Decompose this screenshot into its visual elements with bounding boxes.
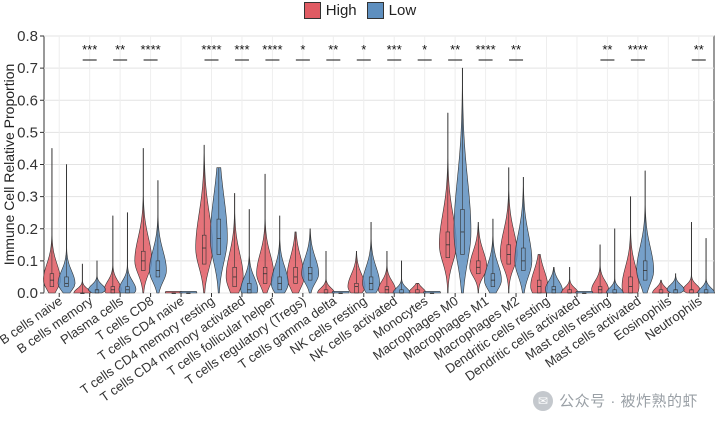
y-tick-label: 0.8 — [17, 28, 38, 45]
legend-item-low: Low — [366, 2, 417, 19]
legend-swatch-high — [303, 2, 321, 19]
y-tick-label: 0.0 — [17, 285, 38, 302]
violin-high — [621, 196, 640, 294]
violin-low — [240, 209, 259, 294]
significance-label: ** — [602, 42, 612, 57]
significance-label: **** — [201, 42, 221, 57]
box — [262, 266, 268, 284]
violin-high — [73, 263, 92, 294]
significance-label: **** — [140, 42, 160, 57]
violin-low — [544, 267, 563, 294]
violin-body — [423, 291, 441, 294]
wechat-icon: ✉ — [533, 390, 554, 411]
violin-body — [209, 167, 228, 294]
violin-low — [301, 228, 320, 294]
significance-label: * — [300, 42, 305, 57]
box — [628, 276, 633, 294]
box — [354, 283, 359, 294]
violin-high — [317, 250, 335, 294]
y-tick-label: 0.1 — [17, 253, 38, 270]
violin-low — [57, 164, 76, 294]
violin-high — [378, 250, 396, 294]
y-tick-label: 0.3 — [17, 189, 38, 206]
violin-low — [423, 291, 441, 294]
violin-low — [575, 291, 594, 294]
significance-label: ** — [115, 42, 125, 57]
significance-label: * — [361, 42, 366, 57]
violin-high — [104, 215, 122, 294]
box — [64, 276, 69, 287]
significance-label: * — [422, 42, 427, 57]
y-tick-label: 0.2 — [17, 221, 38, 238]
violin-body — [179, 291, 198, 294]
violin-low — [514, 177, 533, 294]
violin-low — [149, 180, 167, 294]
violin-high — [43, 148, 61, 294]
significance-label: ** — [694, 42, 704, 57]
box — [216, 218, 221, 255]
legend-label-low: Low — [388, 2, 417, 19]
violin-low — [453, 67, 472, 294]
box — [247, 283, 252, 294]
violin-low — [118, 212, 137, 294]
significance-label: ** — [511, 42, 521, 57]
violin-high — [530, 254, 549, 294]
violin-high — [408, 283, 427, 294]
violin-high — [256, 173, 274, 294]
box — [521, 247, 526, 271]
violin-high — [225, 193, 244, 294]
legend-swatch-low — [366, 2, 384, 19]
violin-high — [591, 244, 609, 294]
violin-low — [270, 215, 289, 294]
legend: High Low — [0, 2, 720, 19]
violin-high — [682, 222, 701, 294]
violin-low — [666, 273, 685, 294]
violin-body — [331, 291, 350, 294]
significance-label: ** — [328, 42, 338, 57]
y-tick-label: 0.4 — [17, 157, 38, 174]
y-tick-label: 0.7 — [17, 60, 38, 77]
violin-low — [362, 222, 380, 294]
violin-low — [484, 218, 502, 294]
violin-low — [179, 291, 198, 294]
box — [293, 266, 298, 284]
box — [202, 234, 207, 265]
y-tick-label: 0.5 — [17, 124, 38, 141]
violin-low — [697, 238, 715, 294]
significance-label: **** — [475, 42, 495, 57]
legend-item-high: High — [303, 2, 357, 19]
violin-high — [134, 148, 153, 294]
violin-low — [331, 291, 350, 294]
y-axis-label: Immune Cell Relative Proportion — [1, 64, 17, 266]
legend-label-high: High — [325, 2, 357, 19]
watermark: ✉ 公众号 · 被炸熟的虾 — [533, 390, 698, 411]
significance-label: *** — [82, 42, 97, 57]
violin-low — [605, 228, 624, 294]
watermark-text: 公众号 · 被炸熟的虾 — [559, 393, 698, 410]
significance-label: ** — [450, 42, 460, 57]
violin-low — [209, 167, 228, 294]
significance-label: **** — [628, 42, 648, 57]
violin-low — [636, 170, 654, 294]
significance-label: *** — [234, 42, 249, 57]
violin-low — [392, 260, 411, 294]
violin-high — [560, 267, 579, 294]
significance-label: *** — [387, 42, 402, 57]
significance-label: **** — [262, 42, 282, 57]
box — [155, 260, 161, 278]
violin-high — [652, 279, 670, 294]
violin-low — [88, 260, 106, 294]
y-tick-label: 0.6 — [17, 92, 38, 109]
violin-body — [575, 291, 594, 294]
